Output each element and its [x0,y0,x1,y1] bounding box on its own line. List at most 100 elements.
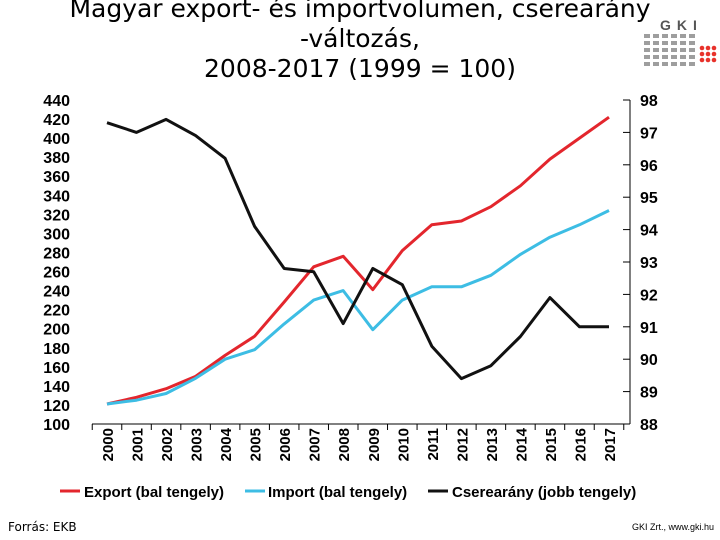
left-tick-label: 400 [43,131,70,148]
right-axis: 98 97 96 95 94 93 92 91 90 89 88 [623,93,658,434]
left-tick-label: 340 [43,188,70,205]
left-tick-label: 260 [43,265,70,282]
left-tick-label: 320 [43,207,70,224]
x-tick-label: 2001 [130,428,147,461]
logo-dot [699,57,705,63]
title-line-3: 2008-2017 (1999 = 100) [0,54,720,80]
logo-dot [711,51,717,57]
x-tick-label: 2000 [100,428,117,461]
left-tick-label: 180 [43,341,70,358]
left-tick-label: 160 [43,360,70,377]
x-tick-label: 2010 [395,428,412,461]
legend: Export (bal tengely) Import (bal tengely)… [60,484,636,501]
legend-export: Export (bal tengely) [60,484,224,501]
logo-dot [699,45,705,51]
logo-dot [711,45,717,51]
chart: 4404204003803603403203002802602402202001… [43,93,658,501]
x-tick-label: 2004 [218,427,235,461]
legend-label: Cserearány (jobb tengely) [452,484,636,501]
left-tick-label: 220 [43,303,70,320]
logo-grid-cell [689,34,695,38]
logo-grid-cell [680,55,686,59]
left-tick-label: 420 [43,112,70,129]
right-tick-label: 97 [640,125,658,142]
x-tick-label: 2017 [602,428,619,461]
logo-grid-cell [662,34,668,38]
series-lines [106,115,610,406]
logo-grid-cell [662,41,668,45]
legend-label: Export (bal tengely) [84,484,224,501]
logo-grid [644,34,695,66]
logo-grid-cell [644,62,650,66]
logo-grid-cell [644,48,650,52]
gki-logo: GKI [644,17,717,66]
legend-import: Import (bal tengely) [245,484,407,501]
x-tick-label: 2011 [425,428,442,461]
logo-grid-cell [680,62,686,66]
x-tick-label: 2003 [189,428,206,461]
logo-grid-cell [671,62,677,66]
logo-dots [699,45,717,63]
logo-grid-cell [653,55,659,59]
logo-grid-cell [644,34,650,38]
left-tick-label: 240 [43,284,70,301]
logo-grid-cell [644,55,650,59]
logo-grid-cell [653,62,659,66]
logo-grid-cell [689,55,695,59]
logo-text: GKI [660,17,703,33]
import-line [106,209,610,406]
logo-grid-cell [689,62,695,66]
right-tick-label: 89 [640,385,658,402]
x-tick-label: 2006 [277,428,294,461]
logo-grid-cell [689,41,695,45]
right-tick-label: 96 [640,158,658,175]
logo-grid-cell [671,41,677,45]
logo-grid-cell [671,55,677,59]
x-tick-label: 2013 [484,428,501,461]
x-axis: 2000 2001 2002 2003 2004 2005 2006 2007 2008 2009… [91,423,625,461]
right-tick-label: 90 [640,352,658,369]
logo-grid-cell [662,48,668,52]
x-tick-label: 2005 [248,428,265,461]
logo-grid-cell [653,41,659,45]
left-tick-label: 100 [43,417,70,434]
left-tick-label: 120 [43,398,70,415]
logo-dot [705,45,711,51]
logo-grid-cell [662,55,668,59]
left-tick-label: 360 [43,169,70,186]
logo-dot [705,57,711,63]
logo-dot [705,51,711,57]
logo-dot [699,51,705,57]
logo-grid-cell [680,41,686,45]
left-tick-label: 300 [43,226,70,243]
logo-grid-cell [653,48,659,52]
x-tick-label: 2016 [572,428,589,461]
logo-dot [711,57,717,63]
title-line-2: -változás, [300,24,420,53]
export-line [106,115,610,406]
source-note: Forrás: EKB [8,520,77,534]
x-tick-label: 2014 [513,427,530,461]
logo-grid-cell [644,41,650,45]
right-tick-label: 91 [640,320,658,337]
x-tick-label: 2009 [366,428,383,461]
right-tick-label: 92 [640,287,658,304]
x-tick-label: 2008 [336,428,353,461]
logo-grid-cell [671,48,677,52]
left-axis: 440 420 400 380 360 340 320 300 280 260 240 220 200 1… [43,93,70,434]
x-tick-label: 2002 [159,428,176,461]
left-tick-label: 140 [43,379,70,396]
logo-grid-cell [671,34,677,38]
logo-grid-cell [689,48,695,52]
logo-grid-cell [680,48,686,52]
chart-title: Magyar export- és importvolumen, cserear… [0,0,720,80]
x-tick-label: 2015 [543,428,560,461]
title-period: 2008-2017 [204,54,341,80]
title-line-1: Magyar export- és importvolumen, cserear… [69,0,651,23]
right-tick-label: 88 [640,417,658,434]
title-base-year: (1999 = 100) [340,54,516,80]
terms-of-trade-line [106,117,609,381]
x-tick-label: 2012 [454,428,471,461]
legend-label: Import (bal tengely) [268,484,407,501]
left-tick-label: 200 [43,322,70,339]
